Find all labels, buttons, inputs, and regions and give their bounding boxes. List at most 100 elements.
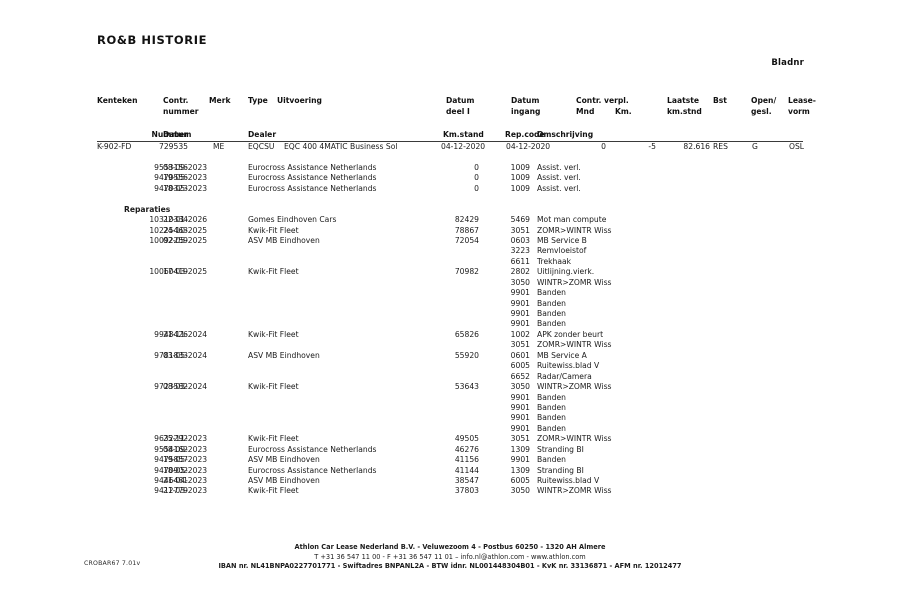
- cell-nummer: 9412779: [154, 486, 188, 496]
- footer-legal-line: IBAN nr. NL41BNPA0227701771 - Swiftadres…: [218, 562, 682, 571]
- cell-open-gesl: G: [752, 142, 758, 151]
- table-row[interactable]: 10310334 22-01-2026 Gomes Eindhoven Cars 82…: [0, 215, 900, 225]
- cell-omschrijving: Banden: [537, 298, 566, 308]
- table-row[interactable]: 9901 Banden: [0, 288, 900, 298]
- table-row[interactable]: 9901 Banden: [0, 319, 900, 329]
- cell-omschrijving: ZOMR>WINTR Wiss: [537, 225, 612, 235]
- cell-km-stand: 55920: [454, 350, 479, 360]
- header-open-line1: Open/: [751, 96, 777, 105]
- cell-rep-code: 3051: [510, 434, 530, 444]
- cell-dealer: ASV MB Eindhoven: [248, 476, 320, 485]
- cell-rep-code: 9901: [510, 413, 530, 423]
- header-laatste-line1: Laatste: [667, 96, 700, 105]
- cell-omschrijving: Assist. verl.: [537, 162, 581, 172]
- cell-rep-code: 1009: [510, 162, 530, 172]
- table-row[interactable]: 9553156 08-09-2023 Eurocross Assistance Ne…: [0, 163, 900, 173]
- table-row[interactable]: 9901 Banden: [0, 393, 900, 403]
- table-row[interactable]: 9632292 25-11-2023 Kwik-Fit Fleet 49505 3051…: [0, 434, 900, 444]
- cell-datum: 21-03-2023: [163, 486, 208, 496]
- cell-km: -5: [648, 142, 656, 151]
- table-row[interactable]: 10060419 17-03-2025 Kwik-Fit Fleet 70982 280…: [0, 267, 900, 277]
- cell-rep-code: 1002: [510, 329, 530, 339]
- cell-omschrijving: Uitlijning.vierk.: [537, 267, 595, 277]
- cell-datum: 24-10-2025: [163, 225, 208, 235]
- header-laatste-line2: km.stnd: [667, 107, 702, 116]
- cell-datum: 03-05-2024: [163, 350, 208, 360]
- cell-rep-code: 5469: [510, 215, 530, 225]
- table-row[interactable]: 10092259 02-05-2025 ASV MB Eindhoven 72054 0…: [0, 236, 900, 246]
- table-row[interactable]: 9475857 19-05-2023 ASV MB Eindhoven 41156 99…: [0, 455, 900, 465]
- cell-rep-code: 3051: [510, 340, 530, 350]
- table-row[interactable]: 9948426 21-11-2024 Kwik-Fit Fleet 65826 1002…: [0, 330, 900, 340]
- cell-rep-code: 1309: [510, 465, 530, 475]
- table-header-primary: Kenteken Contr. nummer Merk Type Uitvoer…: [0, 96, 900, 138]
- cell-km-stand: 38547: [454, 476, 479, 485]
- header-uitvoering: Uitvoering: [277, 96, 322, 105]
- cell-km-stand: 53643: [454, 382, 479, 392]
- cell-dealer: Eurocross Assistance Netherlands: [248, 173, 377, 183]
- cell-dealer: Kwik-Fit Fleet: [248, 434, 299, 444]
- cell-nummer: 9781833: [154, 350, 188, 360]
- cell-omschrijving: Banden: [537, 319, 566, 329]
- table-row[interactable]: 9901 Banden: [0, 309, 900, 319]
- table-row[interactable]: 9554162 08-09-2023 Eurocross Assistance Ne…: [0, 445, 900, 455]
- table-row[interactable]: 6005 Ruitewiss.blad V: [0, 361, 900, 371]
- header-datum-deel-line1: Datum: [446, 96, 475, 105]
- cell-laatste-km-stnd: 82.616: [683, 142, 710, 151]
- table-row[interactable]: 10225463 24-10-2025 Kwik-Fit Fleet 78867 305…: [0, 226, 900, 236]
- table-row[interactable]: 3223 Remvloeistof: [0, 246, 900, 256]
- cell-dealer: Eurocross Assistance Netherlands: [248, 444, 377, 454]
- cell-nummer: 9553156: [154, 162, 188, 172]
- cell-dealer: Eurocross Assistance Netherlands: [248, 183, 377, 193]
- table-row[interactable]: 9470902 18-05-2023 Eurocross Assistance Ne…: [0, 466, 900, 476]
- table-row[interactable]: 6652 Radar/Camera: [0, 372, 900, 382]
- cell-dealer: Kwik-Fit Fleet: [248, 329, 299, 339]
- header-lease-line1: Lease-: [788, 96, 816, 105]
- cell-omschrijving: Banden: [537, 309, 566, 318]
- cell-rep-code: 6611: [510, 256, 530, 266]
- cell-datum: 08-03-2024: [163, 382, 208, 392]
- table-row[interactable]: 6611 Trekhaak: [0, 257, 900, 267]
- table-row[interactable]: 9446481 21-04-2023 ASV MB Eindhoven 38547 60…: [0, 476, 900, 486]
- table-row[interactable]: 9901 Banden: [0, 299, 900, 309]
- cell-datum: 18-05-2023: [163, 465, 208, 475]
- cell-omschrijving: APK zonder beurt: [537, 329, 604, 339]
- cell-rep-code: 6005: [510, 476, 530, 485]
- table-row[interactable]: 9781833 03-05-2024 ASV MB Eindhoven 55920 06…: [0, 351, 900, 361]
- cell-km-stand: 0: [474, 173, 479, 183]
- cell-nummer: 10060419: [149, 267, 188, 277]
- cell-nummer: 10092259: [149, 235, 188, 245]
- table-row[interactable]: 9901 Banden: [0, 413, 900, 423]
- cell-dealer: Eurocross Assistance Netherlands: [248, 465, 377, 475]
- cell-rep-code: 2802: [510, 267, 530, 277]
- cell-omschrijving: Remvloeistof: [537, 246, 587, 256]
- cell-omschrijving: Assist. verl.: [537, 173, 581, 183]
- cell-type: EQCSU: [248, 142, 275, 151]
- header-type: Type: [248, 96, 268, 105]
- table-row[interactable]: 9412779 21-03-2023 Kwik-Fit Fleet 37803 3050…: [0, 486, 900, 496]
- cell-dealer: ASV MB Eindhoven: [248, 455, 320, 465]
- table-row[interactable]: 9723582 08-03-2024 Kwik-Fit Fleet 53643 3050…: [0, 382, 900, 392]
- cell-km-stand: 49505: [454, 434, 479, 444]
- table-row[interactable]: 9901 Banden: [0, 424, 900, 434]
- table-row[interactable]: 9901 Banden: [0, 403, 900, 413]
- cell-rep-code: 1009: [510, 173, 530, 183]
- cell-omschrijving: Banden: [537, 402, 566, 412]
- table-row[interactable]: 3051 ZOMR>WINTR Wiss: [0, 340, 900, 350]
- cell-datum: 22-01-2026: [163, 215, 208, 225]
- cell-nummer: 9948426: [154, 329, 188, 339]
- cell-datum: 08-09-2023: [163, 444, 208, 454]
- table-row[interactable]: 3050 WINTR>ZOMR Wiss: [0, 278, 900, 288]
- cell-rep-code: 9901: [510, 309, 530, 318]
- cell-nummer: 9723582: [154, 382, 188, 392]
- cell-rep-code: 3050: [510, 486, 530, 496]
- header-nummer: Nummer: [151, 130, 188, 139]
- table-row[interactable]: 9470323 18-05-2023 Eurocross Assistance Ne…: [0, 184, 900, 194]
- header-datum-ingang-line1: Datum: [511, 96, 540, 105]
- cell-nummer: 9470902: [154, 465, 188, 475]
- cell-omschrijving: WINTR>ZOMR Wiss: [537, 277, 612, 287]
- cell-kenteken: K-902-FD: [97, 142, 132, 151]
- cell-nummer: 9446481: [154, 476, 188, 485]
- table-row[interactable]: 9470556 19-05-2023 Eurocross Assistance Ne…: [0, 173, 900, 183]
- cell-omschrijving: WINTR>ZOMR Wiss: [537, 486, 612, 496]
